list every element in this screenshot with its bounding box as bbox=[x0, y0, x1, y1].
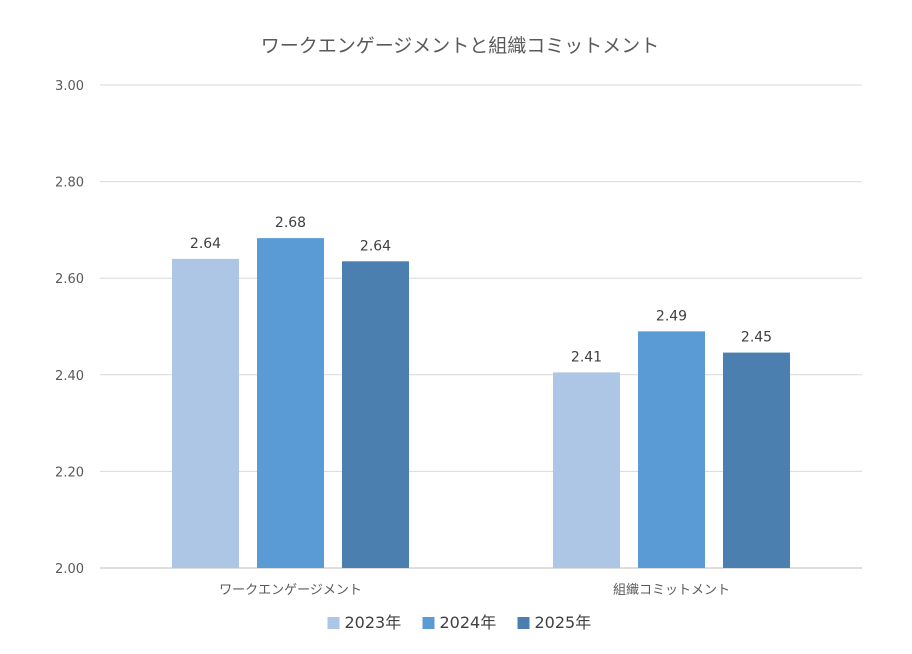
legend-swatch bbox=[422, 617, 435, 629]
x-category-label: 組織コミットメント bbox=[613, 583, 730, 598]
bar-2024年-ワークエンゲージメント bbox=[257, 238, 324, 568]
y-tick-label: 2.40 bbox=[55, 369, 84, 384]
x-axis: ワークエンゲージメント 組織コミットメント bbox=[219, 583, 730, 598]
y-tick-label: 2.80 bbox=[55, 176, 84, 191]
bar-2023年-組織コミットメント bbox=[553, 372, 620, 568]
bar-2025年-組織コミットメント bbox=[723, 352, 790, 568]
legend-label: 2025年 bbox=[535, 613, 592, 632]
bars: 2.64 2.68 2.64 2.41 2.49 2.45 bbox=[172, 215, 790, 568]
bar-2024年-組織コミットメント bbox=[638, 331, 705, 568]
data-label: 2.41 bbox=[571, 349, 602, 365]
bar-2025年-ワークエンゲージメント bbox=[342, 261, 409, 568]
y-tick-label: 2.20 bbox=[55, 465, 84, 480]
x-category-label: ワークエンゲージメント bbox=[219, 583, 362, 598]
y-tick-label: 2.60 bbox=[55, 272, 84, 287]
data-label: 2.64 bbox=[360, 238, 391, 254]
legend-label: 2024年 bbox=[440, 613, 497, 632]
data-label: 2.49 bbox=[656, 308, 687, 324]
chart-title: ワークエンゲージメントと組織コミットメント bbox=[261, 35, 660, 57]
legend-swatch bbox=[517, 617, 530, 629]
legend: 2023年 2024年 2025年 bbox=[327, 613, 592, 632]
legend-swatch bbox=[327, 617, 340, 629]
bar-2023年-ワークエンゲージメント bbox=[172, 258, 239, 568]
y-axis: 2.00 2.20 2.40 2.60 2.80 3.00 bbox=[55, 79, 84, 577]
y-tick-label: 3.00 bbox=[55, 79, 84, 94]
y-tick-label: 2.00 bbox=[55, 562, 84, 577]
legend-label: 2023年 bbox=[345, 613, 402, 632]
data-label: 2.68 bbox=[275, 215, 306, 231]
data-label: 2.64 bbox=[190, 236, 221, 252]
data-label: 2.45 bbox=[741, 330, 772, 346]
